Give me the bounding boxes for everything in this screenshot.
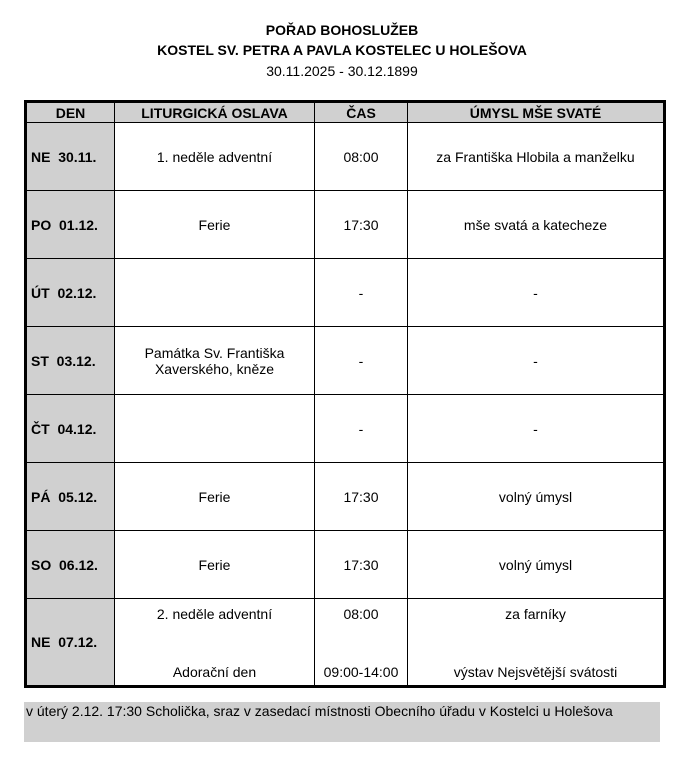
- day-cell: ÚT 02.12.: [25, 258, 115, 327]
- intention-cell: volný úmysl: [407, 462, 665, 531]
- celebration-cell: Ferie: [114, 530, 315, 599]
- celebration-cell: 2. neděle adventní Adorační den: [114, 598, 315, 687]
- celebration-cell: 1. neděle adventní: [114, 122, 315, 191]
- time-cell: -: [314, 326, 408, 395]
- column-header-time: ČAS: [314, 101, 408, 123]
- day-cell: ČT 04.12.: [25, 394, 115, 463]
- celebration-cell: Ferie: [114, 462, 315, 531]
- celebration-line: Adorační den: [172, 664, 257, 680]
- intention-cell: za farníky výstav Nejsvětější svátosti: [407, 598, 665, 687]
- day-cell: PÁ 05.12.: [25, 462, 115, 531]
- day-cell: PO 01.12.: [25, 190, 115, 259]
- column-header-celebration: LITURGICKÁ OSLAVA: [114, 101, 315, 123]
- intention-line: za farníky: [505, 606, 566, 622]
- day-cell: NE 30.11.: [25, 122, 115, 191]
- time-cell: -: [314, 394, 408, 463]
- document-title: POŘAD BOHOSLUŽEB: [265, 22, 419, 38]
- table-row: PO 01.12. Ferie 17:30 mše svatá a katecheze: [25, 190, 665, 259]
- table-row: ČT 04.12. - -: [25, 394, 665, 463]
- time-cell: 08:00 09:00-14:00: [314, 598, 408, 687]
- time-cell: -: [314, 258, 408, 327]
- table-row: ST 03.12. Památka Sv. Františka Xaverskéh…: [25, 326, 665, 395]
- time-cell: 17:30: [314, 530, 408, 599]
- date-range: 30.11.2025 - 30.12.1899: [266, 63, 418, 79]
- intention-cell: -: [407, 394, 665, 463]
- intention-cell: mše svatá a katecheze: [407, 190, 665, 259]
- intention-cell: -: [407, 326, 665, 395]
- celebration-cell: Památka Sv. Františka Xaverského, kněze: [114, 326, 315, 395]
- table-row: PÁ 05.12. Ferie 17:30 volný úmysl: [25, 462, 665, 531]
- column-header-day: DEN: [25, 101, 115, 123]
- intention-cell: volný úmysl: [407, 530, 665, 599]
- time-cell: 08:00: [314, 122, 408, 191]
- announcement-note: v úterý 2.12. 17:30 Scholička, sraz v za…: [24, 702, 660, 742]
- table-row: NE 07.12. 2. neděle adventní Adorační den…: [25, 598, 665, 687]
- time-cell: 17:30: [314, 190, 408, 259]
- celebration-cell: [114, 258, 315, 327]
- table-row: NE 30.11. 1. neděle adventní 08:00 za Frant…: [25, 122, 665, 191]
- time-line: 09:00-14:00: [323, 664, 399, 680]
- day-cell: SO 06.12.: [25, 530, 115, 599]
- day-cell: ST 03.12.: [25, 326, 115, 395]
- time-line: 08:00: [343, 606, 379, 622]
- table-header: DEN LITURGICKÁ OSLAVA ČAS ÚMYSL MŠE SVAT…: [25, 101, 665, 123]
- column-header-intention: ÚMYSL MŠE SVATÉ: [407, 101, 665, 123]
- intention-line: výstav Nejsvětější svátosti: [453, 664, 618, 680]
- day-cell: NE 07.12.: [25, 598, 115, 687]
- church-name: KOSTEL SV. PETRA A PAVLA KOSTELEC U HOLE…: [157, 42, 527, 58]
- intention-cell: -: [407, 258, 665, 327]
- celebration-line: 2. neděle adventní: [156, 606, 273, 622]
- celebration-cell: Ferie: [114, 190, 315, 259]
- schedule-table: DEN LITURGICKÁ OSLAVA ČAS ÚMYSL MŠE SVAT…: [24, 100, 666, 688]
- table-row: SO 06.12. Ferie 17:30 volný úmysl: [25, 530, 665, 599]
- intention-cell: za Františka Hlobila a manželku: [407, 122, 665, 191]
- celebration-cell: [114, 394, 315, 463]
- table-row: ÚT 02.12. - -: [25, 258, 665, 327]
- time-cell: 17:30: [314, 462, 408, 531]
